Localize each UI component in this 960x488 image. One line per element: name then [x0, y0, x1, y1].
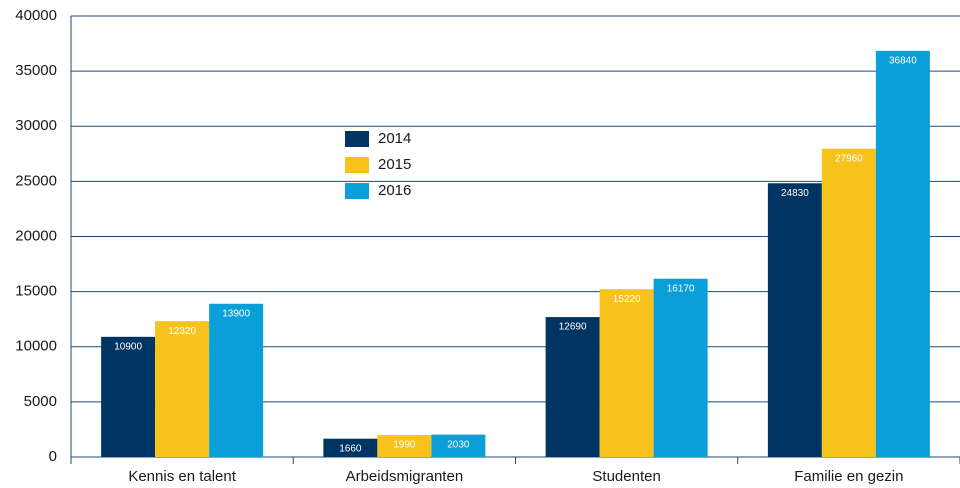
bar — [155, 321, 210, 457]
x-tick-label: Kennis en talent — [128, 468, 236, 485]
y-tick-label: 10000 — [15, 338, 57, 355]
value-label: 12320 — [168, 326, 196, 337]
y-tick-label: 15000 — [15, 283, 57, 300]
y-tick-label: 25000 — [15, 172, 57, 189]
value-label: 1660 — [339, 443, 362, 454]
legend-swatch — [345, 157, 369, 173]
bar — [653, 278, 708, 457]
bar — [101, 336, 156, 457]
value-label: 2030 — [447, 439, 470, 450]
value-label: 12690 — [559, 322, 587, 333]
value-label: 27960 — [835, 153, 863, 164]
bar — [323, 438, 378, 457]
legend-label: 2016 — [378, 182, 411, 199]
bar — [377, 435, 432, 457]
value-label: 24830 — [781, 188, 809, 199]
value-label: 10900 — [114, 341, 142, 352]
bar — [821, 148, 876, 457]
value-label: 15220 — [613, 294, 641, 305]
y-tick-label: 5000 — [24, 393, 57, 410]
y-tick-label: 30000 — [15, 117, 57, 134]
legend-swatch — [345, 131, 369, 147]
x-tick-label: Familie en gezin — [794, 468, 903, 485]
y-tick-label: 40000 — [15, 7, 57, 24]
bar — [431, 434, 486, 457]
bar — [767, 183, 822, 457]
bar — [599, 289, 654, 457]
value-label: 16170 — [667, 283, 695, 294]
value-label: 1990 — [393, 440, 416, 451]
bar — [875, 50, 930, 458]
legend-label: 2014 — [378, 130, 411, 147]
value-label: 36840 — [889, 55, 917, 66]
y-tick-label: 20000 — [15, 227, 57, 244]
bar — [545, 317, 600, 457]
legend-swatch — [345, 183, 369, 199]
bar — [209, 303, 264, 457]
value-label: 13900 — [222, 308, 250, 319]
x-tick-label: Arbeidsmigranten — [346, 468, 464, 485]
legend-label: 2015 — [378, 156, 411, 173]
y-tick-label: 35000 — [15, 62, 57, 79]
y-tick-label: 0 — [49, 448, 57, 465]
x-tick-label: Studenten — [592, 468, 660, 485]
